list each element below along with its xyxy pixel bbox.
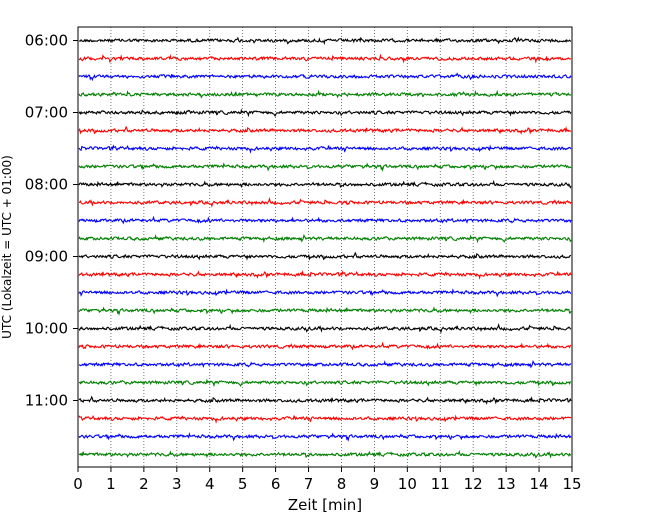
y-axis-label: UTC (Lokalzeit = UTC + 01:00)	[0, 155, 14, 339]
trace-11:00	[78, 395, 572, 405]
y-tick-label-07:00: 07:00	[25, 104, 68, 122]
trace-10:30	[78, 359, 572, 369]
x-tick-label-15: 15	[562, 475, 581, 493]
x-tick-label-11: 11	[431, 475, 450, 493]
y-axis-ticks: 06:00 07:00 08:00 09:00 10:00 11:00	[25, 32, 78, 410]
trace-07:00	[78, 108, 572, 118]
trace-10:00	[78, 322, 572, 334]
x-tick-label-0: 0	[73, 475, 83, 493]
x-tick-label-9: 9	[370, 475, 380, 493]
trace-07:45	[78, 162, 572, 172]
trace-06:15	[78, 53, 572, 64]
trace-09:00	[78, 251, 572, 261]
trace-06:30	[78, 72, 572, 82]
x-tick-label-14: 14	[530, 475, 549, 493]
trace-08:15	[78, 196, 572, 208]
trace-09:30	[78, 288, 572, 298]
plot-area-frame	[77, 26, 573, 468]
x-tick-label-5: 5	[238, 475, 248, 493]
x-axis-ticks: 0 1 2 3 4 5 6 7 8 9 10 11 12 13 14 15	[73, 467, 582, 493]
trace-07:30	[78, 144, 572, 154]
trace-08:30	[78, 215, 572, 225]
trace-06:45	[78, 89, 572, 99]
x-axis-label: Zeit [min]	[288, 496, 362, 514]
trace-11:15	[78, 414, 572, 424]
x-tick-label-3: 3	[172, 475, 182, 493]
trace-10:15	[78, 341, 572, 351]
y-tick-label-09:00: 09:00	[25, 248, 68, 266]
y-tick-label-08:00: 08:00	[25, 176, 68, 194]
trace-09:45	[78, 306, 572, 316]
x-tick-label-10: 10	[398, 475, 417, 493]
trace-08:45	[78, 233, 572, 244]
y-tick-label-10:00: 10:00	[25, 320, 68, 338]
x-tick-label-12: 12	[464, 475, 483, 493]
x-tick-label-8: 8	[337, 475, 347, 493]
trace-11:30	[78, 432, 572, 442]
x-tick-label-2: 2	[139, 475, 149, 493]
y-tick-label-11:00: 11:00	[25, 392, 68, 410]
trace-08:00	[78, 179, 572, 189]
trace-06:00	[78, 36, 572, 46]
trace-11:45	[78, 449, 572, 459]
x-tick-label-1: 1	[106, 475, 116, 493]
x-tick-label-6: 6	[271, 475, 281, 493]
trace-10:45	[78, 378, 572, 388]
x-tick-label-7: 7	[304, 475, 314, 493]
x-tick-label-4: 4	[205, 475, 215, 493]
vertical-grid-lines	[110, 27, 540, 467]
x-tick-label-13: 13	[497, 475, 516, 493]
y-tick-label-06:00: 06:00	[25, 32, 68, 50]
trace-09:15	[78, 270, 572, 280]
trace-07:15	[78, 125, 572, 135]
seismic-traces	[78, 36, 572, 459]
